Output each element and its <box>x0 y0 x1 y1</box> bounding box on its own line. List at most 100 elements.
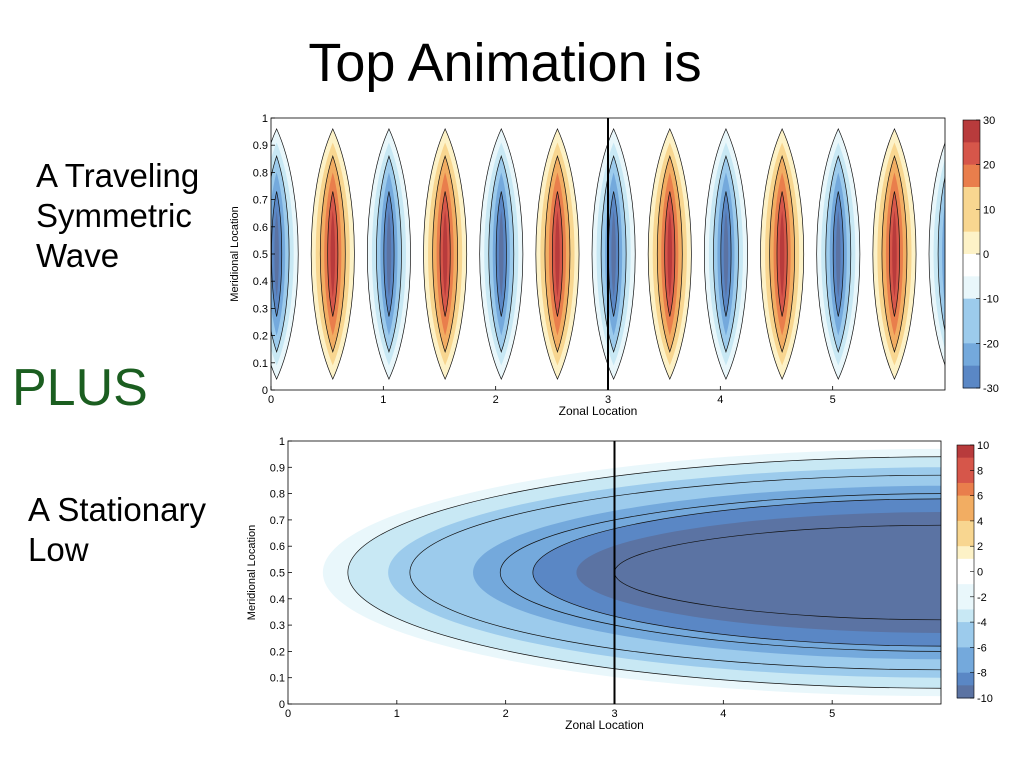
trough-contour <box>274 210 279 298</box>
x-tick-label: 1 <box>380 394 386 406</box>
x-tick-label: 2 <box>493 394 499 406</box>
colorbar-tick-label: 10 <box>983 204 995 216</box>
colorbar-tick-label: -8 <box>977 668 987 680</box>
colorbar-band <box>957 660 974 674</box>
colorbar-tick-label: -10 <box>977 693 993 705</box>
colorbar-tick-label: 8 <box>977 465 983 477</box>
colorbar-band <box>963 209 980 233</box>
y-tick-label: 0 <box>262 385 268 397</box>
ridge-contour <box>555 210 560 298</box>
trough-contour <box>499 210 504 298</box>
x-tick-label: 3 <box>605 394 611 406</box>
plus-label: PLUS <box>12 359 148 417</box>
trough-contour <box>937 175 945 333</box>
y-tick-label: 0.8 <box>270 489 285 501</box>
colorbar-band <box>957 609 974 623</box>
label-line: A Stationary <box>28 491 206 528</box>
colorbar-band <box>963 343 980 367</box>
colorbar-band <box>957 508 974 522</box>
ridge-contour <box>442 210 448 298</box>
colorbar-tick-label: -20 <box>983 338 999 350</box>
colorbar-tick-label: -6 <box>977 642 987 654</box>
y-tick-label: 0.6 <box>270 541 285 553</box>
y-tick-label: 0.4 <box>270 594 285 606</box>
slide-title: Top Animation is <box>308 33 702 93</box>
label-line: Symmetric <box>36 197 192 234</box>
colorbar-band <box>957 546 974 560</box>
y-tick-label: 0.8 <box>253 167 268 179</box>
x-tick-label: 3 <box>611 708 617 720</box>
y-tick-label: 0.4 <box>253 276 268 288</box>
colorbar-tick-label: 0 <box>983 249 989 261</box>
colorbar-tick-label: -2 <box>977 592 987 604</box>
colorbar-tick-label: 4 <box>977 516 983 528</box>
colorbar-tick-label: 6 <box>977 491 983 503</box>
colorbar-band <box>963 231 980 255</box>
trough-contour <box>386 210 392 298</box>
colorbar-band <box>957 647 974 661</box>
x-tick-label: 0 <box>285 708 291 720</box>
colorbar-tick-label: -4 <box>977 617 987 629</box>
trough-contour <box>942 202 945 306</box>
y-tick-label: 0.3 <box>253 303 268 315</box>
x-tick-label: 4 <box>720 708 726 720</box>
trough-contour <box>611 210 616 298</box>
y-tick-label: 0.2 <box>253 331 268 343</box>
x-axis-label: Zonal Location <box>559 404 638 418</box>
colorbar-band <box>963 254 980 277</box>
y-tick-label: 0.2 <box>270 646 285 658</box>
stationary-low-label: A Stationary Low <box>28 490 206 570</box>
colorbar-band <box>957 482 974 497</box>
y-tick-label: 0.7 <box>253 195 268 207</box>
x-axis-label: Zonal Location <box>565 718 644 732</box>
colorbar-band <box>957 622 974 636</box>
colorbar-band <box>963 164 980 188</box>
y-axis-label: Meridional Location <box>246 525 258 620</box>
y-tick-label: 0.5 <box>253 249 268 261</box>
colorbar-tick-label: 0 <box>977 567 983 579</box>
colorbar-band <box>963 187 980 210</box>
y-tick-label: 0.9 <box>270 462 285 474</box>
y-tick-label: 0.6 <box>253 222 268 234</box>
colorbar-band <box>957 457 974 471</box>
ridge-contour <box>330 210 336 298</box>
y-tick-label: 0.1 <box>253 358 268 370</box>
colorbar-band <box>957 470 974 484</box>
colorbar-band <box>963 321 980 344</box>
colorbar-band <box>957 685 974 699</box>
y-tick-label: 0.9 <box>253 140 268 152</box>
colorbar-band <box>957 634 974 648</box>
colorbar-band <box>957 672 974 686</box>
trough-contour <box>723 210 729 298</box>
x-tick-label: 1 <box>394 708 400 720</box>
y-tick-label: 1 <box>279 436 285 448</box>
colorbar-tick-label: -10 <box>983 294 999 306</box>
colorbar-band <box>957 558 974 572</box>
colorbar-tick-label: 20 <box>983 160 995 172</box>
colorbar-band <box>957 596 974 610</box>
colorbar-band <box>957 584 974 598</box>
y-tick-label: 0.5 <box>270 568 285 580</box>
x-tick-label: 4 <box>717 394 723 406</box>
label-line: A Traveling <box>36 157 200 194</box>
colorbar-tick-label: 10 <box>977 440 989 452</box>
x-tick-label: 5 <box>830 394 836 406</box>
colorbar-band <box>957 445 974 459</box>
ridge-contour <box>892 210 897 298</box>
x-tick-label: 2 <box>503 708 509 720</box>
colorbar-band <box>963 365 980 389</box>
colorbar-band <box>963 120 980 143</box>
trough-contour <box>836 210 841 298</box>
label-line: Wave <box>36 237 120 274</box>
colorbar-band <box>963 276 980 300</box>
colorbar-tick-label: 2 <box>977 541 983 553</box>
ridge-contour <box>779 210 785 298</box>
y-tick-label: 0.7 <box>270 515 285 527</box>
y-tick-label: 1 <box>262 113 268 125</box>
x-tick-label: 0 <box>268 394 274 406</box>
y-tick-label: 0 <box>279 699 285 711</box>
colorbar-band <box>963 298 980 322</box>
wave-field <box>271 128 945 380</box>
